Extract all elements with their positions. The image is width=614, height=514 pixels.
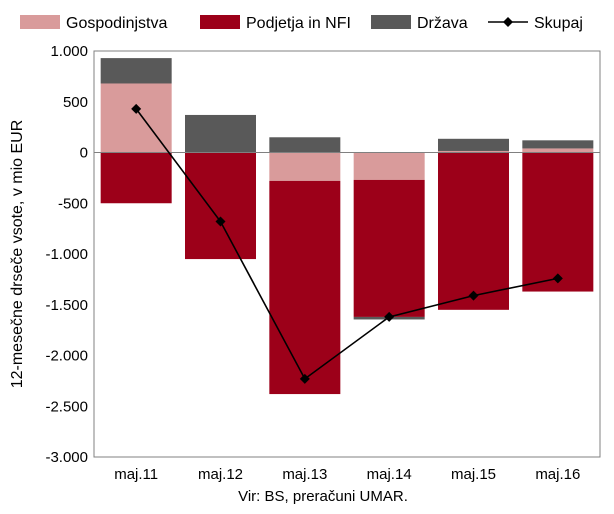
legend-item-gospodinjstva: Gospodinjstva xyxy=(20,15,167,32)
y-tick-label: 500 xyxy=(63,94,88,111)
y-tick-label: -1.000 xyxy=(45,246,88,263)
bar-podjetja-in-nfi-maj-16 xyxy=(522,152,594,292)
legend: Gospodinjstva Podjetja in NFI Država Skupaj xyxy=(20,15,583,32)
bar-podjetja-in-nfi-maj-15 xyxy=(438,152,509,310)
point-skupaj-maj-16 xyxy=(552,273,563,284)
y-tick-label: -2.000 xyxy=(45,348,88,365)
x-tick-label: maj.15 xyxy=(451,466,496,483)
legend-swatch xyxy=(200,15,240,29)
point-skupaj-maj-13 xyxy=(299,373,310,384)
bar-gospodinjstva-maj-15 xyxy=(438,150,509,153)
total-line xyxy=(131,103,563,384)
y-tick-label: 0 xyxy=(80,145,88,162)
line-skupaj xyxy=(135,108,558,381)
y-tick-label: -3.000 xyxy=(45,449,88,466)
legend-marker xyxy=(503,17,513,27)
source-note: Vir: BS, preračuni UMAR. xyxy=(238,488,408,505)
legend-item-skupaj: Skupaj xyxy=(488,15,583,32)
y-axis-title: 12-mesečne drseče vsote, v mio EUR xyxy=(9,120,26,389)
x-tick-label: maj.14 xyxy=(367,466,412,483)
bar-podjetja-in-nfi-maj-12 xyxy=(185,152,256,260)
legend-label: Skupaj xyxy=(534,15,583,32)
point-skupaj-maj-15 xyxy=(468,290,479,301)
bar-dr-ava-maj-15 xyxy=(438,138,509,151)
bar-gospodinjstva-maj-13 xyxy=(269,152,341,181)
legend-label: Država xyxy=(417,15,468,32)
bar-dr-ava-maj-12 xyxy=(185,114,256,153)
bar-podjetja-in-nfi-maj-11 xyxy=(100,152,172,204)
x-axis-ticks: maj.11 maj.12 maj.13 maj.14 maj.15 maj.16 xyxy=(114,466,580,483)
bar-podjetja-in-nfi-maj-14 xyxy=(353,179,425,317)
legend-swatch xyxy=(20,15,60,29)
y-tick-label: -1.500 xyxy=(45,297,88,314)
legend-item-dr-ava: Država xyxy=(371,15,468,32)
legend-item-podjetja-in-nfi: Podjetja in NFI xyxy=(200,15,351,32)
bar-gospodinjstva-maj-16 xyxy=(522,148,594,153)
x-tick-label: maj.12 xyxy=(198,466,243,483)
bar-podjetja-in-nfi-maj-13 xyxy=(269,180,341,395)
bar-dr-ava-maj-11 xyxy=(100,58,172,84)
y-tick-label: -2.500 xyxy=(45,398,88,415)
bar-gospodinjstva-maj-14 xyxy=(353,152,425,180)
point-skupaj-maj-12 xyxy=(215,216,226,227)
legend-swatch xyxy=(371,15,411,29)
bars xyxy=(100,58,594,395)
legend-label: Gospodinjstva xyxy=(66,15,167,32)
y-tick-label: -500 xyxy=(58,195,88,212)
plot-area xyxy=(93,50,601,458)
legend-label: Podjetja in NFI xyxy=(246,15,351,32)
x-tick-label: maj.11 xyxy=(114,466,158,483)
y-tick-label: 1.000 xyxy=(50,43,88,60)
bar-dr-ava-maj-16 xyxy=(522,140,594,149)
bar-dr-ava-maj-13 xyxy=(269,137,341,153)
point-skupaj-maj-11 xyxy=(131,103,142,114)
x-tick-label: maj.16 xyxy=(535,466,580,483)
x-tick-label: maj.13 xyxy=(282,466,327,483)
point-skupaj-maj-14 xyxy=(384,311,395,322)
y-axis-ticks: 1.000 500 0 -500 -1.000 -1.500 -2.000 -2.500 -3.… xyxy=(45,43,88,466)
